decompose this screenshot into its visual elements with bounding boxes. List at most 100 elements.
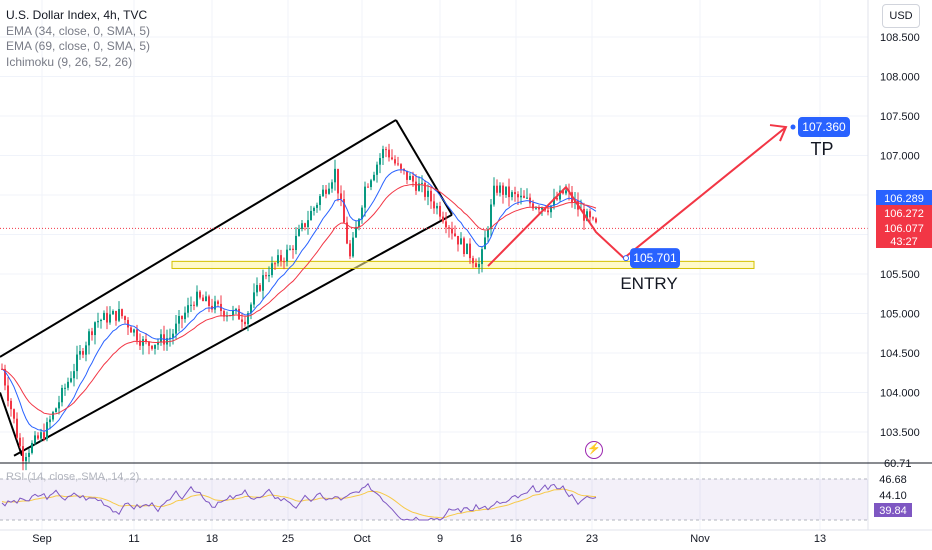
candle-body (505, 186, 507, 195)
candle-body (556, 197, 558, 200)
countdown-text: 43:27 (890, 236, 918, 248)
candle-body (472, 258, 474, 264)
candle-body (340, 193, 342, 200)
candle-body (19, 437, 21, 447)
time-tick-label: Nov (690, 533, 710, 545)
channel-upper-line[interactable] (0, 119, 397, 358)
candle-body (463, 238, 465, 254)
price-tick-label: 105.000 (880, 309, 920, 321)
candle-body (124, 316, 126, 320)
candle-body (238, 308, 240, 320)
time-tick-label: 25 (282, 533, 294, 545)
rsi-indicator-label[interactable]: RSI (14, close, SMA, 14, 2) (6, 471, 140, 483)
candle-body (469, 243, 471, 259)
tp-point (790, 124, 796, 130)
candle-body (319, 196, 321, 205)
candle-body (478, 264, 480, 268)
candle-body (49, 419, 51, 423)
candle-body (409, 176, 411, 180)
candle-body (514, 192, 516, 195)
time-tick-label: 9 (437, 533, 443, 545)
candle-body (178, 316, 180, 324)
candle-body (142, 339, 144, 346)
projection-line[interactable] (487, 126, 787, 267)
candle-body (328, 188, 330, 194)
indicator-ichimoku[interactable]: Ichimoku (9, 26, 52, 26) (6, 54, 133, 69)
price-tick-label: 108.000 (880, 72, 920, 84)
indicator-ema-69[interactable]: EMA (69, close, 0, SMA, 5) (6, 39, 151, 53)
candle-body (136, 329, 138, 341)
candle-body (304, 223, 306, 228)
candle-body (4, 368, 6, 386)
candle-body (541, 207, 543, 210)
candle-body (547, 210, 549, 213)
candle-body (538, 207, 540, 210)
candle-body (586, 211, 588, 221)
entry-price-tag[interactable] (630, 248, 680, 269)
candle-body (118, 309, 120, 321)
annotations: 107.360 TP 105.701 ENTRY (620, 117, 850, 293)
candle-body (535, 207, 537, 209)
indicator-ema-34[interactable]: EMA (34, close, 0, SMA, 5) (6, 23, 151, 38)
support-zone (171, 260, 755, 269)
price-axis-label-text: 106.077 (884, 223, 924, 235)
candle-body (334, 168, 336, 183)
candle-body (430, 190, 432, 202)
candle-body (256, 285, 258, 293)
candle-body (496, 185, 498, 193)
candle-body (502, 185, 504, 195)
candle-body (112, 311, 114, 315)
candle-body (40, 432, 42, 439)
candle-body (475, 263, 477, 268)
candle-body (22, 446, 24, 462)
channel-left-line[interactable] (0, 392, 23, 457)
rsi-band (0, 479, 868, 520)
candle-body (466, 243, 468, 254)
candle-body (550, 205, 552, 213)
candle-body (172, 333, 174, 338)
candle-body (169, 337, 171, 339)
price-tick-label: 108.500 (880, 32, 920, 44)
candle-body (394, 159, 396, 164)
currency-button[interactable]: USD (882, 4, 920, 28)
candle-body (358, 219, 360, 228)
candle-body (391, 157, 393, 160)
candle-body (511, 192, 513, 198)
time-tick-label: 18 (206, 533, 218, 545)
candle-body (412, 176, 414, 182)
entry-point (623, 255, 629, 262)
candle-body (223, 311, 225, 317)
candle-body (559, 190, 561, 200)
candle-body (280, 255, 282, 262)
candle-body (421, 182, 423, 184)
candle-body (184, 312, 186, 320)
channel-lower-line[interactable] (13, 213, 453, 457)
candle-body (199, 291, 201, 298)
candle-body (313, 207, 315, 211)
candle-body (247, 313, 249, 325)
candle-body (454, 233, 456, 236)
tp-price-text: 107.360 (802, 120, 846, 134)
candle-body (493, 185, 495, 205)
candle-body (10, 400, 12, 410)
time-tick-label: 11 (128, 533, 139, 545)
tp-price-tag[interactable] (798, 117, 850, 138)
rsi-pane: 60.71 46.68 44.10 39.84 (0, 458, 932, 521)
candle-body (202, 297, 204, 302)
candle-body (352, 237, 354, 257)
candle-body (253, 292, 255, 305)
candle-body (277, 255, 279, 264)
candle-body (490, 204, 492, 230)
candle-body (418, 183, 420, 191)
candle-body (271, 263, 273, 276)
time-tick-label: 23 (586, 533, 598, 545)
price-axis-label (876, 220, 932, 248)
symbol-title[interactable]: U.S. Dollar Index, 4h, TVC (6, 8, 148, 22)
tp-label: TP (810, 139, 833, 159)
candle-body (376, 164, 378, 175)
rsi-axis-label (874, 472, 912, 486)
flash-icon[interactable]: ⚡ (585, 441, 603, 459)
price-tick-label: 104.500 (880, 348, 920, 360)
